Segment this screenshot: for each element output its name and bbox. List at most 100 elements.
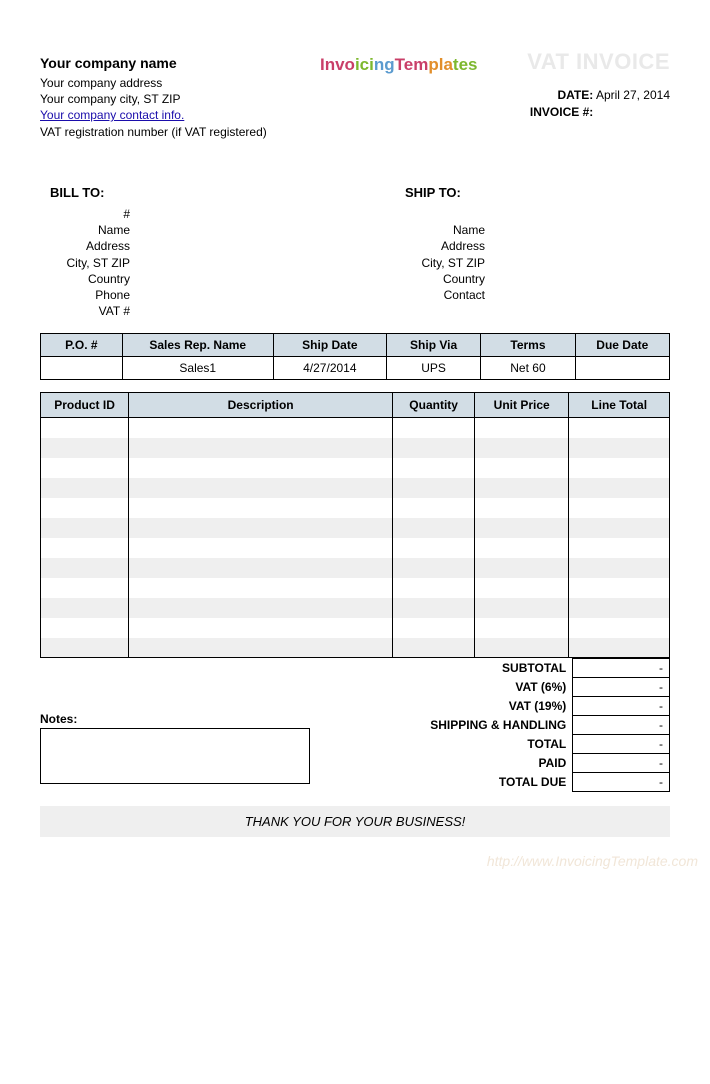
totals-row: VAT (19%)- xyxy=(320,697,670,716)
items-row xyxy=(41,418,670,438)
items-cell xyxy=(41,418,129,438)
items-cell xyxy=(393,618,475,638)
company-name: Your company name xyxy=(40,55,267,71)
header: Your company name Your company address Y… xyxy=(40,55,670,145)
items-cell xyxy=(393,578,475,598)
items-cell xyxy=(475,458,569,478)
totals-label: VAT (6%) xyxy=(320,678,573,697)
totals-value: - xyxy=(573,754,670,773)
ship-to-line: Name xyxy=(395,222,485,238)
items-header: Line Total xyxy=(569,393,670,418)
logo-part: ng xyxy=(374,55,395,74)
items-row xyxy=(41,618,670,638)
ship-to-line: Contact xyxy=(395,287,485,303)
items-cell xyxy=(129,418,393,438)
bill-to-block: BILL TO: #NameAddressCity, ST ZIPCountry… xyxy=(40,185,355,319)
items-cell xyxy=(475,478,569,498)
company-block: Your company name Your company address Y… xyxy=(40,55,267,140)
totals-label: TOTAL DUE xyxy=(320,773,573,792)
items-cell xyxy=(41,478,129,498)
totals-table: SUBTOTAL-VAT (6%)-VAT (19%)-SHIPPING & H… xyxy=(320,658,670,792)
meta-header: P.O. # xyxy=(41,334,123,357)
items-header: Quantity xyxy=(393,393,475,418)
meta-header: Terms xyxy=(481,334,575,357)
items-cell xyxy=(129,458,393,478)
bill-to-heading: BILL TO: xyxy=(40,185,355,200)
items-row xyxy=(41,638,670,658)
notes-label: Notes: xyxy=(40,712,310,726)
items-cell xyxy=(475,518,569,538)
meta-cell xyxy=(575,357,669,380)
items-cell xyxy=(129,578,393,598)
items-row xyxy=(41,498,670,518)
meta-table: P.O. #Sales Rep. NameShip DateShip ViaTe… xyxy=(40,333,670,380)
items-cell xyxy=(41,518,129,538)
items-cell xyxy=(475,618,569,638)
totals-row: PAID- xyxy=(320,754,670,773)
items-cell xyxy=(129,618,393,638)
items-cell xyxy=(475,578,569,598)
totals-section: Notes: SUBTOTAL-VAT (6%)-VAT (19%)-SHIPP… xyxy=(40,658,670,792)
invoice-page: Your company name Your company address Y… xyxy=(0,0,710,877)
items-cell xyxy=(41,618,129,638)
ship-to-heading: SHIP TO: xyxy=(395,185,670,200)
totals-row: SHIPPING & HANDLING- xyxy=(320,716,670,735)
items-cell xyxy=(475,638,569,658)
items-header: Product ID xyxy=(41,393,129,418)
items-cell xyxy=(41,578,129,598)
meta-header: Due Date xyxy=(575,334,669,357)
totals-label: SHIPPING & HANDLING xyxy=(320,716,573,735)
meta-cell: UPS xyxy=(386,357,480,380)
totals-value: - xyxy=(573,735,670,754)
items-header: Unit Price xyxy=(475,393,569,418)
meta-cell xyxy=(41,357,123,380)
totals-label: SUBTOTAL xyxy=(320,659,573,678)
ship-to-line: Address xyxy=(395,238,485,254)
ship-to-line: Country xyxy=(395,271,485,287)
items-cell xyxy=(393,598,475,618)
items-cell xyxy=(393,518,475,538)
totals-value: - xyxy=(573,678,670,697)
date-block: DATE: April 27, 2014 INVOICE #: xyxy=(521,87,670,121)
company-contact-link[interactable]: Your company contact info. xyxy=(40,108,184,122)
items-header: Description xyxy=(129,393,393,418)
items-cell xyxy=(129,558,393,578)
items-cell xyxy=(393,478,475,498)
items-cell xyxy=(569,518,670,538)
items-cell xyxy=(475,438,569,458)
items-cell xyxy=(569,578,670,598)
date-value: April 27, 2014 xyxy=(596,88,670,102)
notes-box[interactable] xyxy=(40,728,310,784)
items-table: Product IDDescriptionQuantityUnit PriceL… xyxy=(40,392,670,658)
bill-to-line: # xyxy=(40,206,130,222)
items-row xyxy=(41,598,670,618)
items-row xyxy=(41,578,670,598)
items-cell xyxy=(569,598,670,618)
items-cell xyxy=(129,538,393,558)
items-cell xyxy=(569,438,670,458)
items-cell xyxy=(41,458,129,478)
totals-row: TOTAL- xyxy=(320,735,670,754)
totals-row: VAT (6%)- xyxy=(320,678,670,697)
items-cell xyxy=(393,558,475,578)
bill-to-line: City, ST ZIP xyxy=(40,255,130,271)
items-cell xyxy=(41,438,129,458)
items-cell xyxy=(475,498,569,518)
items-cell xyxy=(393,538,475,558)
logo: InvoicingTemplates xyxy=(320,55,477,75)
items-cell xyxy=(129,518,393,538)
company-vat-reg: VAT registration number (if VAT register… xyxy=(40,124,267,140)
items-cell xyxy=(41,638,129,658)
logo-part: ici xyxy=(355,55,374,74)
items-cell xyxy=(475,558,569,578)
totals-label: TOTAL xyxy=(320,735,573,754)
ship-to-line xyxy=(395,206,485,222)
items-cell xyxy=(393,458,475,478)
items-cell xyxy=(129,478,393,498)
logo-part: Tem xyxy=(395,55,429,74)
items-cell xyxy=(129,498,393,518)
items-row xyxy=(41,558,670,578)
date-label: DATE: xyxy=(521,87,593,104)
items-cell xyxy=(393,438,475,458)
items-cell xyxy=(475,538,569,558)
